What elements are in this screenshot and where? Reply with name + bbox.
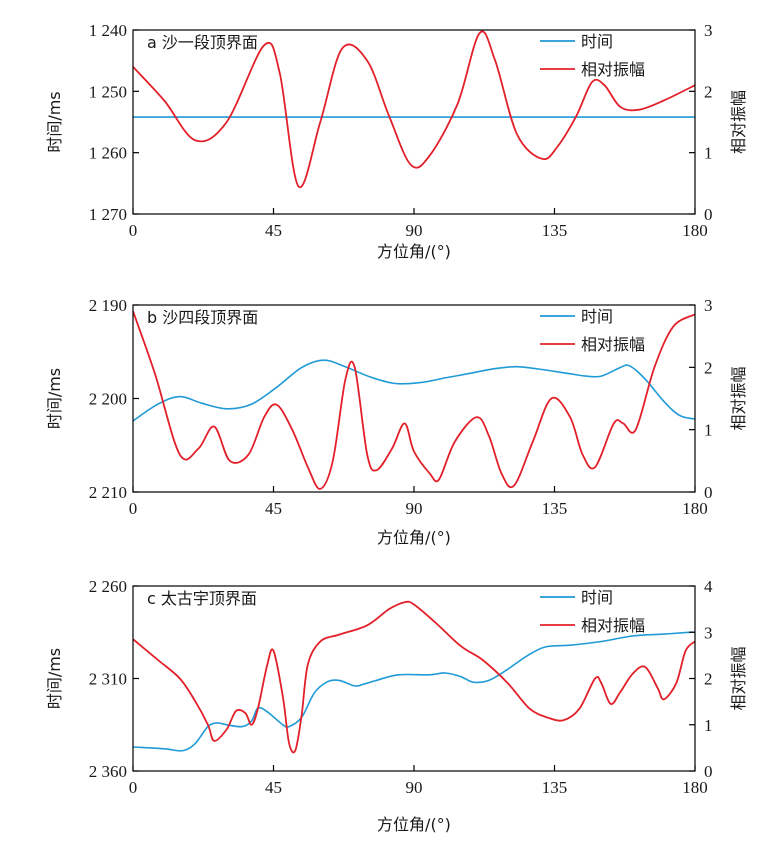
time-series-line	[132, 631, 696, 752]
x-tick-label: 0	[129, 778, 138, 797]
y-right-tick-label: 3	[704, 623, 713, 642]
plot-frame	[132, 585, 696, 772]
panel-title: a 沙一段顶界面	[147, 33, 258, 52]
y-right-tick-label: 3	[704, 296, 713, 315]
y-left-axis-label: 时间/ms	[45, 368, 64, 429]
x-axis-label: 方位角/(°)	[377, 528, 451, 547]
x-tick-label: 45	[265, 221, 282, 240]
y-left-axis-label: 时间/ms	[45, 648, 64, 709]
x-tick-label: 180	[682, 221, 708, 240]
panel-title: c 太古宇顶界面	[147, 589, 257, 608]
y-right-tick-label: 0	[704, 205, 713, 224]
y-left-tick-label: 2 310	[89, 670, 127, 689]
x-tick-label: 90	[406, 778, 423, 797]
x-tick-label: 0	[129, 499, 138, 518]
legend-label: 时间	[581, 307, 613, 326]
y-right-tick-label: 0	[704, 483, 713, 502]
x-axis-label: 方位角/(°)	[377, 242, 451, 261]
legend-label: 相对振幅	[581, 616, 645, 635]
y-left-tick-label: 1 270	[89, 205, 127, 224]
x-tick-label: 45	[265, 778, 282, 797]
x-tick-label: 135	[542, 221, 568, 240]
y-left-tick-label: 2 260	[89, 577, 127, 596]
x-tick-label: 0	[129, 221, 138, 240]
y-right-tick-label: 1	[704, 421, 713, 440]
x-tick-label: 90	[406, 221, 423, 240]
plot-frame	[132, 29, 696, 215]
x-tick-label: 135	[542, 499, 568, 518]
y-left-tick-label: 1 260	[89, 144, 127, 163]
y-right-tick-label: 1	[704, 716, 713, 735]
y-right-axis-label: 相对振幅	[729, 366, 748, 430]
y-right-tick-label: 2	[704, 670, 713, 689]
amplitude-series-line	[132, 310, 696, 490]
y-right-axis-label: 相对振幅	[729, 90, 748, 154]
y-right-axis-label: 相对振幅	[729, 646, 748, 710]
x-tick-label: 45	[265, 499, 282, 518]
x-tick-label: 90	[406, 499, 423, 518]
amplitude-series-line	[132, 600, 696, 754]
y-right-tick-label: 0	[704, 762, 713, 781]
y-left-tick-label: 2 210	[89, 483, 127, 502]
y-right-tick-label: 4	[704, 577, 713, 596]
y-right-tick-label: 2	[704, 82, 713, 101]
x-axis-label: 方位角/(°)	[377, 815, 451, 834]
y-left-tick-label: 1 240	[89, 21, 127, 40]
y-left-tick-label: 2 190	[89, 296, 127, 315]
amplitude-series-line	[132, 30, 696, 189]
panel-title: b 沙四段顶界面	[147, 308, 258, 327]
legend-label: 相对振幅	[581, 335, 645, 354]
y-left-axis-label: 时间/ms	[45, 91, 64, 152]
plot-frame	[132, 304, 696, 493]
x-tick-label: 135	[542, 778, 568, 797]
y-left-tick-label: 2 200	[89, 390, 127, 409]
time-series-line	[132, 359, 696, 422]
x-tick-label: 180	[682, 499, 708, 518]
y-right-tick-label: 3	[704, 21, 713, 40]
y-left-tick-label: 2 360	[89, 762, 127, 781]
legend-label: 相对振幅	[581, 60, 645, 79]
y-right-tick-label: 2	[704, 358, 713, 377]
y-right-tick-label: 1	[704, 144, 713, 163]
legend-label: 时间	[581, 588, 613, 607]
legend-label: 时间	[581, 32, 613, 51]
y-left-tick-label: 1 250	[89, 82, 127, 101]
x-tick-label: 180	[682, 778, 708, 797]
